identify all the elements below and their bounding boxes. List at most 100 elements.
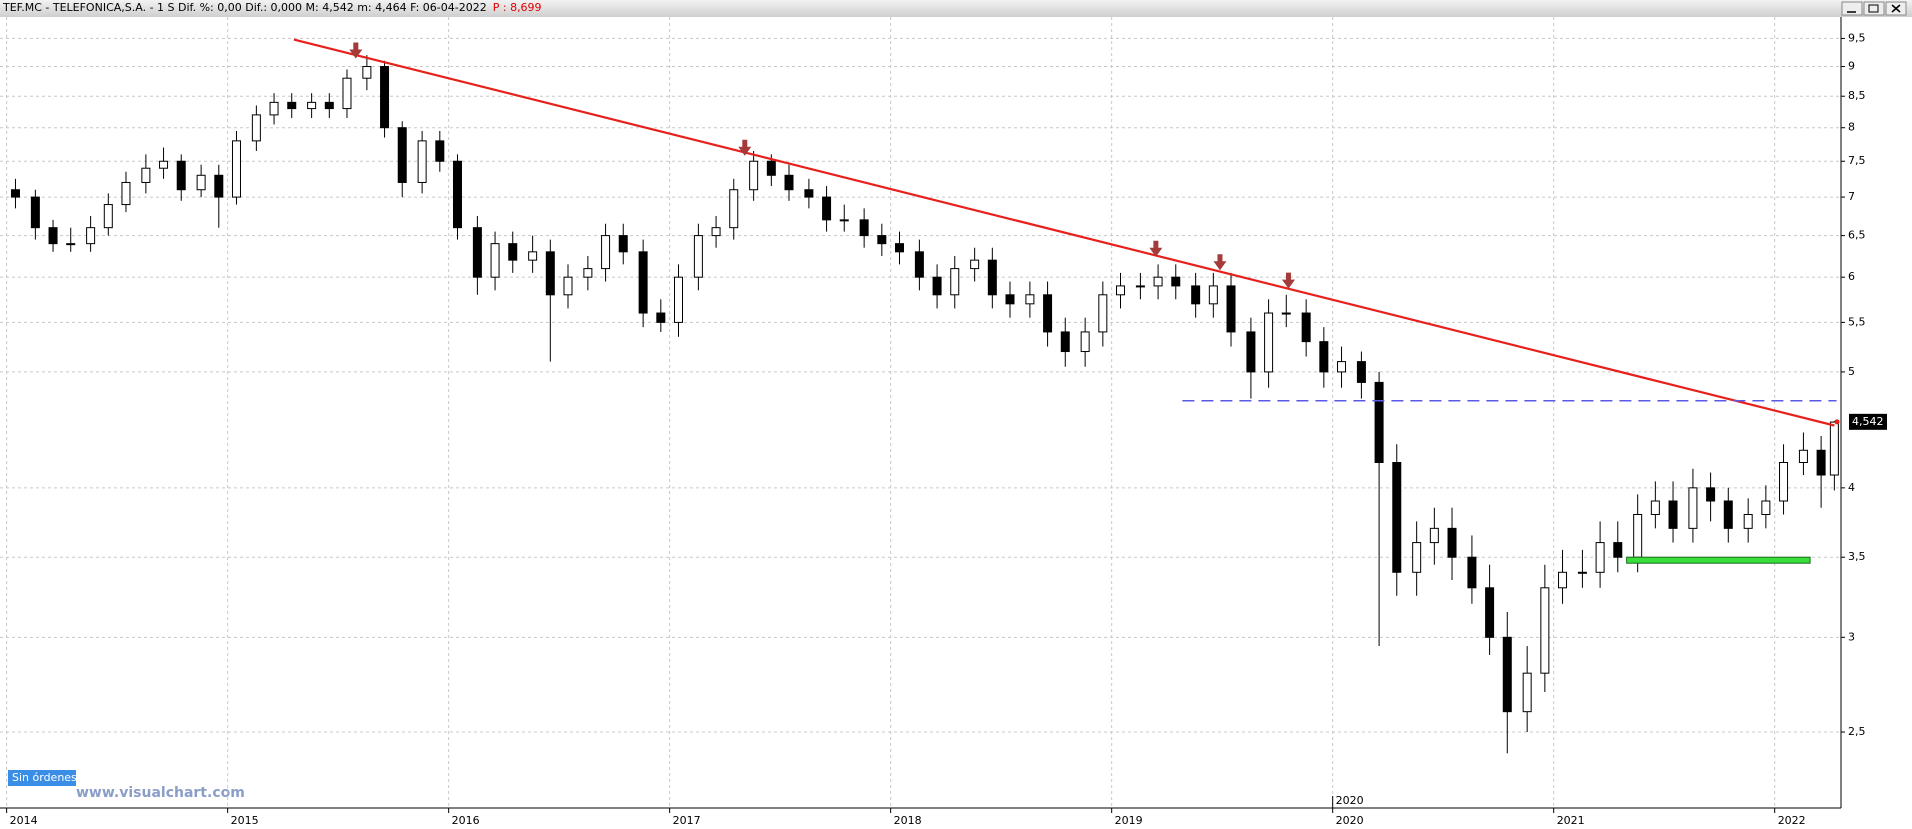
candle-body — [307, 101, 317, 110]
y-tick-label: 7,5 — [1848, 154, 1866, 167]
y-tick-label: 5,5 — [1848, 315, 1866, 328]
maximize-icon — [1868, 4, 1879, 13]
candle-body — [914, 251, 924, 278]
candle-body — [397, 127, 407, 183]
peak-arrow — [1213, 254, 1227, 271]
peak-arrow — [1149, 240, 1163, 257]
candle-body — [1319, 341, 1329, 373]
candle-body — [563, 276, 573, 296]
candle-body — [1392, 462, 1402, 573]
y-tick-label: 6 — [1848, 270, 1855, 283]
candle-body — [729, 189, 739, 229]
maximize-button[interactable] — [1863, 1, 1885, 16]
candle-body — [1798, 449, 1808, 464]
watermark: www.visualchart.com — [76, 785, 245, 801]
header-info: TEF.MC - TELEFONICA,S.A. - 1 S Dif. %: 0… — [2, 1, 487, 14]
candle-body — [1226, 285, 1236, 333]
candle-body — [10, 189, 20, 198]
candle-body — [1429, 527, 1439, 544]
candle-body — [1264, 312, 1274, 373]
candle-body — [1171, 276, 1181, 287]
close-icon — [1891, 4, 1901, 13]
candle-body — [380, 66, 390, 129]
candle-body — [987, 259, 997, 296]
x-cursor-label: 2020 — [1336, 794, 1364, 807]
candle-body — [950, 268, 960, 296]
y-tick-label: 8 — [1848, 121, 1855, 134]
candle-body — [1723, 500, 1733, 529]
candle-body — [1246, 331, 1256, 373]
candle-body — [711, 227, 721, 237]
candle-body — [1816, 449, 1826, 476]
candle-body — [895, 243, 905, 253]
candle-body — [141, 167, 151, 183]
y-tick-label: 3,5 — [1848, 550, 1866, 563]
candle-body — [932, 276, 942, 296]
candle-body — [601, 235, 611, 270]
header-price: P : 8,699 — [493, 1, 542, 14]
minimize-button[interactable] — [1841, 1, 1863, 16]
candle-body — [196, 174, 206, 191]
x-tick-label: 2018 — [894, 814, 922, 827]
candle-body — [804, 189, 814, 198]
candle-body — [638, 251, 648, 314]
candle-body — [1301, 312, 1311, 343]
candle-body — [1650, 500, 1660, 516]
last-price-dot — [1834, 419, 1840, 425]
candle-body — [452, 160, 462, 229]
candle-body — [1688, 487, 1698, 529]
candle-body — [490, 243, 500, 278]
orders-badge[interactable] — [8, 770, 76, 786]
candle-body — [1208, 285, 1218, 305]
candle-body — [1829, 421, 1839, 476]
candle-body — [1447, 527, 1457, 558]
candle-body — [1743, 514, 1753, 529]
peak-arrow — [1281, 272, 1295, 289]
candle-body — [1540, 587, 1550, 674]
candle-body — [1613, 542, 1623, 558]
candle-body — [1633, 514, 1643, 558]
y-tick-label: 9 — [1848, 60, 1855, 73]
candle-body — [1374, 381, 1384, 464]
x-tick-label: 2020 — [1336, 814, 1364, 827]
y-tick-label: 9,5 — [1848, 31, 1866, 44]
candle-body — [1779, 462, 1789, 502]
candle-body — [251, 114, 261, 142]
candle-body — [1153, 276, 1163, 287]
candle-body — [545, 251, 555, 296]
x-tick-label: 2021 — [1557, 814, 1585, 827]
candle-body — [1467, 556, 1477, 589]
x-tick-label: 2014 — [10, 814, 38, 827]
orders-badge-text: Sin órdenes — [12, 771, 77, 784]
y-tick-label: 4 — [1848, 481, 1855, 494]
candle-body — [1281, 312, 1291, 315]
candle-body — [618, 235, 628, 253]
candle-body — [1412, 542, 1422, 573]
candle-body — [822, 196, 832, 221]
y-tick-label: 8,5 — [1848, 89, 1866, 102]
candle-body — [1135, 285, 1145, 288]
candle-body — [362, 66, 372, 79]
support-zone — [1626, 556, 1811, 564]
candle-body — [287, 101, 297, 110]
candle-body — [766, 160, 776, 176]
candle-body — [269, 101, 279, 116]
candle-body — [1098, 294, 1108, 333]
x-tick-label: 2017 — [673, 814, 701, 827]
x-tick-label: 2022 — [1778, 814, 1806, 827]
candle-body — [839, 219, 849, 222]
x-tick-label: 2019 — [1115, 814, 1143, 827]
window-buttons[interactable] — [1841, 1, 1907, 16]
y-tick-label: 3 — [1848, 630, 1855, 643]
x-tick-label: 2016 — [452, 814, 480, 827]
candle-body — [1595, 542, 1605, 573]
candle-body — [1191, 285, 1201, 305]
candle-body — [528, 251, 538, 261]
candle-body — [86, 227, 96, 245]
y-tick-label: 7 — [1848, 190, 1855, 203]
candle-body — [1043, 294, 1053, 333]
candle-body — [231, 140, 241, 198]
x-tick-label: 2015 — [231, 814, 259, 827]
peak-arrow — [738, 139, 752, 156]
candle-body — [508, 243, 518, 261]
